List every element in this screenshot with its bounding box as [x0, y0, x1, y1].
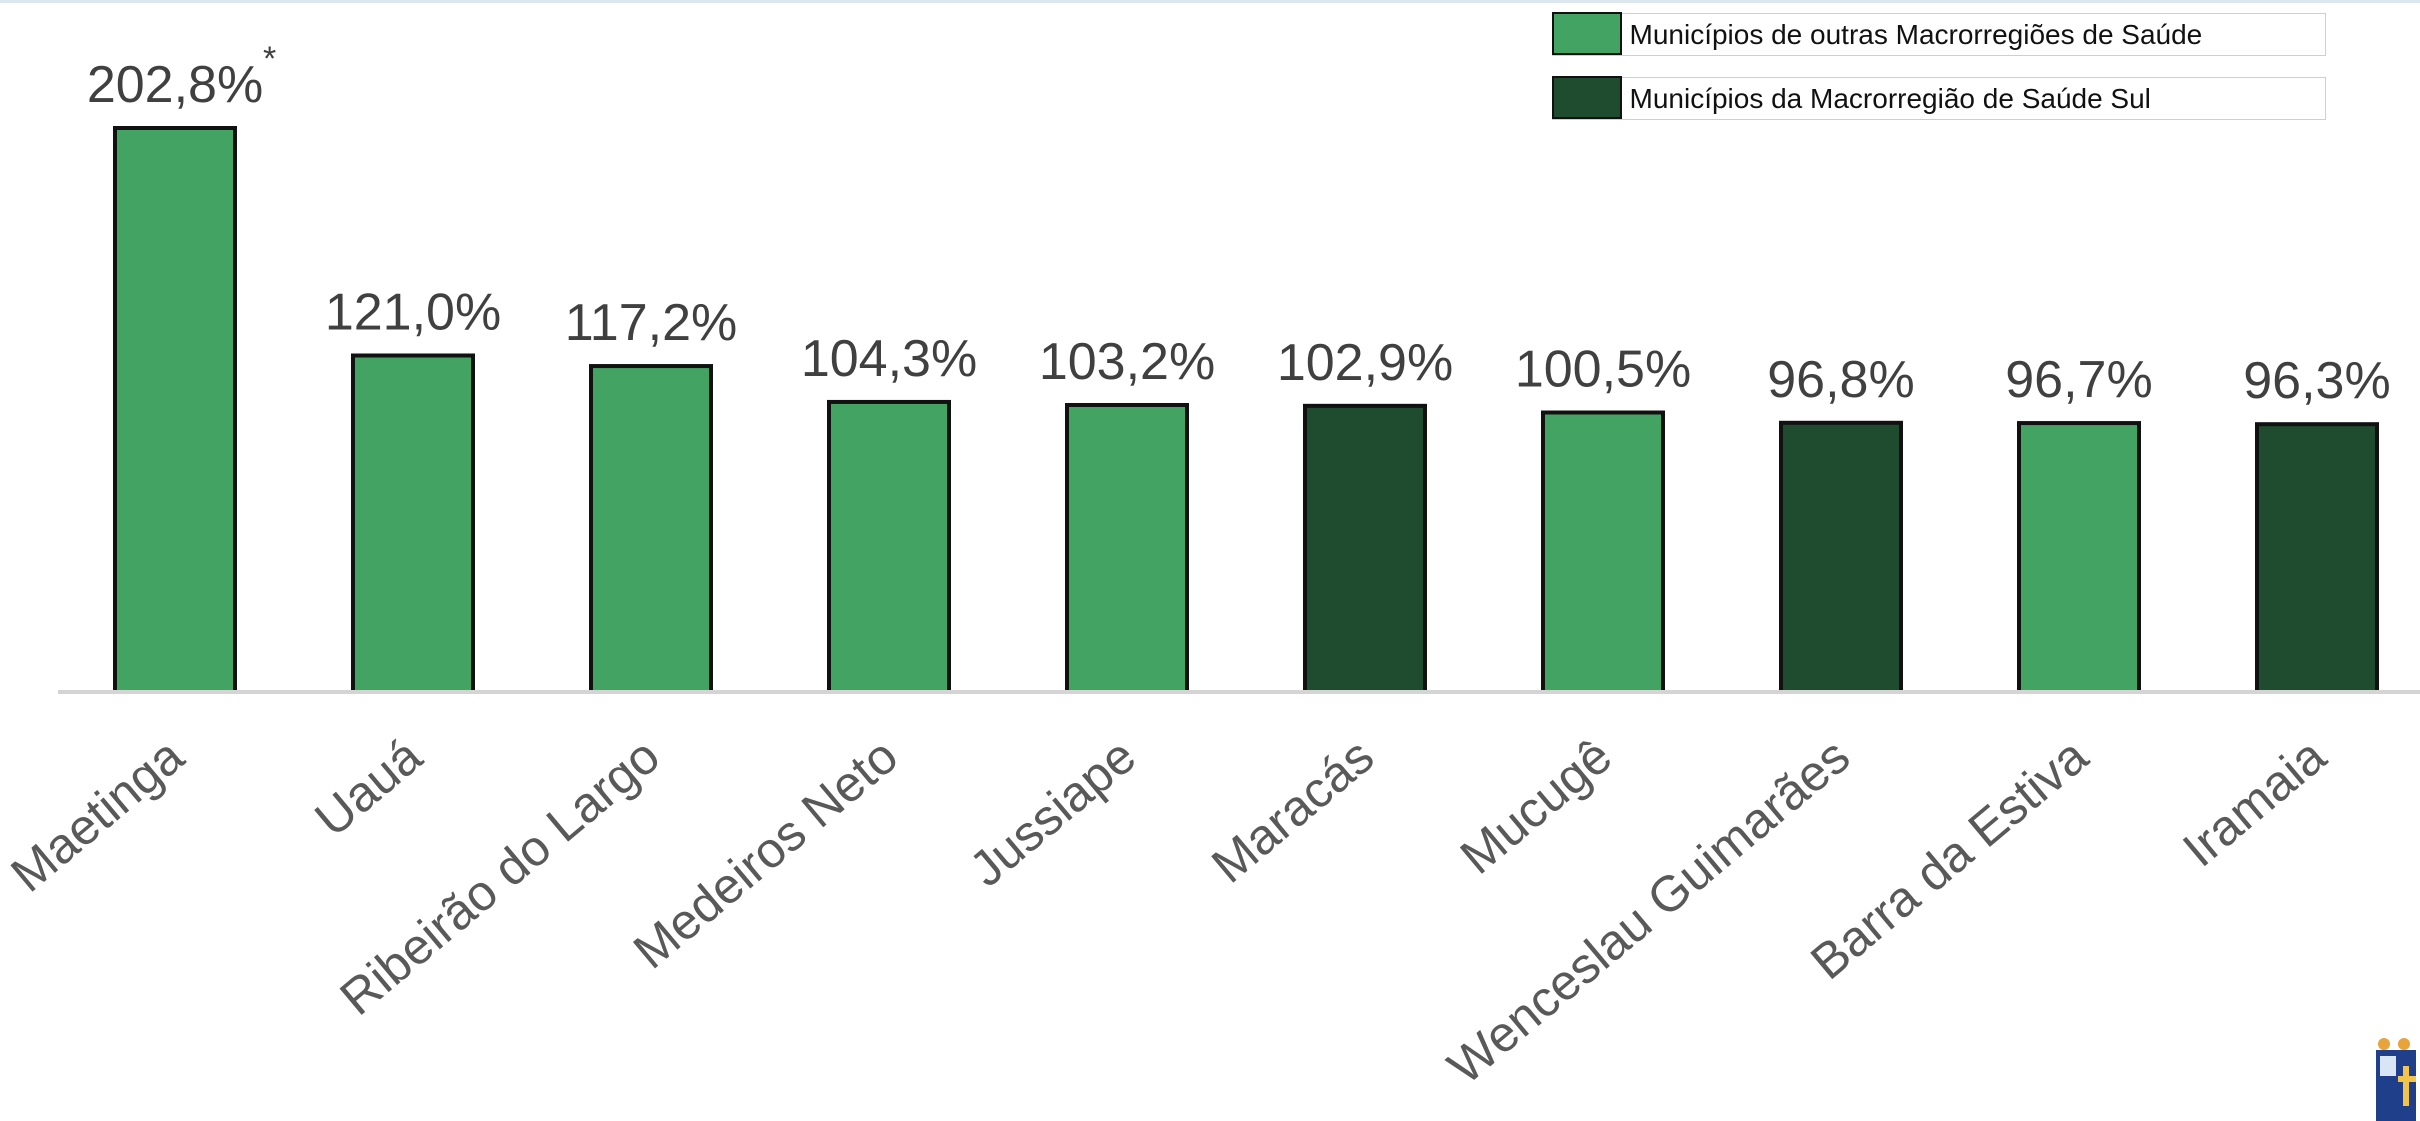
legend-swatch-outras — [1551, 12, 1622, 56]
data-label-uaua: 121,0% — [325, 283, 501, 341]
category-label-wenceslau-guimaraes: Wenceslau Guimarães — [1437, 728, 1860, 1095]
legend-label-sul: Municípios da Macrorregião de Saúde Sul — [1629, 82, 2151, 114]
data-label-mucuge: 100,5% — [1515, 341, 1691, 399]
bar-wenceslau-guimaraes — [1779, 420, 1903, 694]
legend-label-outras: Municípios de outras Macrorregiões de Sa… — [1629, 18, 2203, 50]
annotation-asterisk: * — [263, 40, 276, 78]
bar-barra-da-estiva — [2017, 421, 2141, 694]
bar-ribeirao-do-largo — [589, 364, 713, 694]
institution-logo — [2376, 1038, 2416, 1121]
top-rule — [0, 0, 2420, 3]
category-label-maetinga: Maetinga — [0, 727, 194, 902]
data-label-medeiros-neto: 104,3% — [801, 330, 977, 388]
legend: Municípios de outras Macrorregiões de Sa… — [1551, 12, 2326, 141]
data-label-maracas: 102,9% — [1277, 334, 1453, 392]
category-label-jussiape: Jussiape — [959, 728, 1146, 898]
category-label-maracas: Maracás — [1201, 728, 1384, 894]
data-label-barra-da-estiva: 96,7% — [2005, 351, 2152, 409]
data-label-jussiape: 103,2% — [1039, 333, 1215, 391]
legend-item-outras: Municípios de outras Macrorregiões de Sa… — [1551, 12, 2326, 56]
bar-maracas — [1303, 403, 1427, 694]
legend-item-sul: Municípios da Macrorregião de Saúde Sul — [1551, 76, 2326, 120]
data-label-ribeirao-do-largo: 117,2% — [565, 294, 738, 352]
legend-swatch-sul — [1551, 76, 1622, 120]
category-label-iramaia: Iramaia — [2172, 727, 2336, 877]
data-label-iramaia: 96,3% — [2243, 352, 2390, 410]
category-label-mucuge: Mucugê — [1450, 728, 1622, 885]
category-label-uaua: Uauá — [305, 727, 433, 847]
bar-mucuge — [1541, 410, 1665, 694]
bar-jussiape — [1065, 402, 1189, 694]
bar-iramaia — [2255, 422, 2379, 694]
data-label-wenceslau-guimaraes: 96,8% — [1767, 351, 1914, 409]
data-label-maetinga: 202,8% — [87, 56, 263, 114]
bar-medeiros-neto — [827, 399, 951, 694]
bar-uaua — [351, 353, 475, 694]
bar-maetinga — [113, 126, 237, 694]
